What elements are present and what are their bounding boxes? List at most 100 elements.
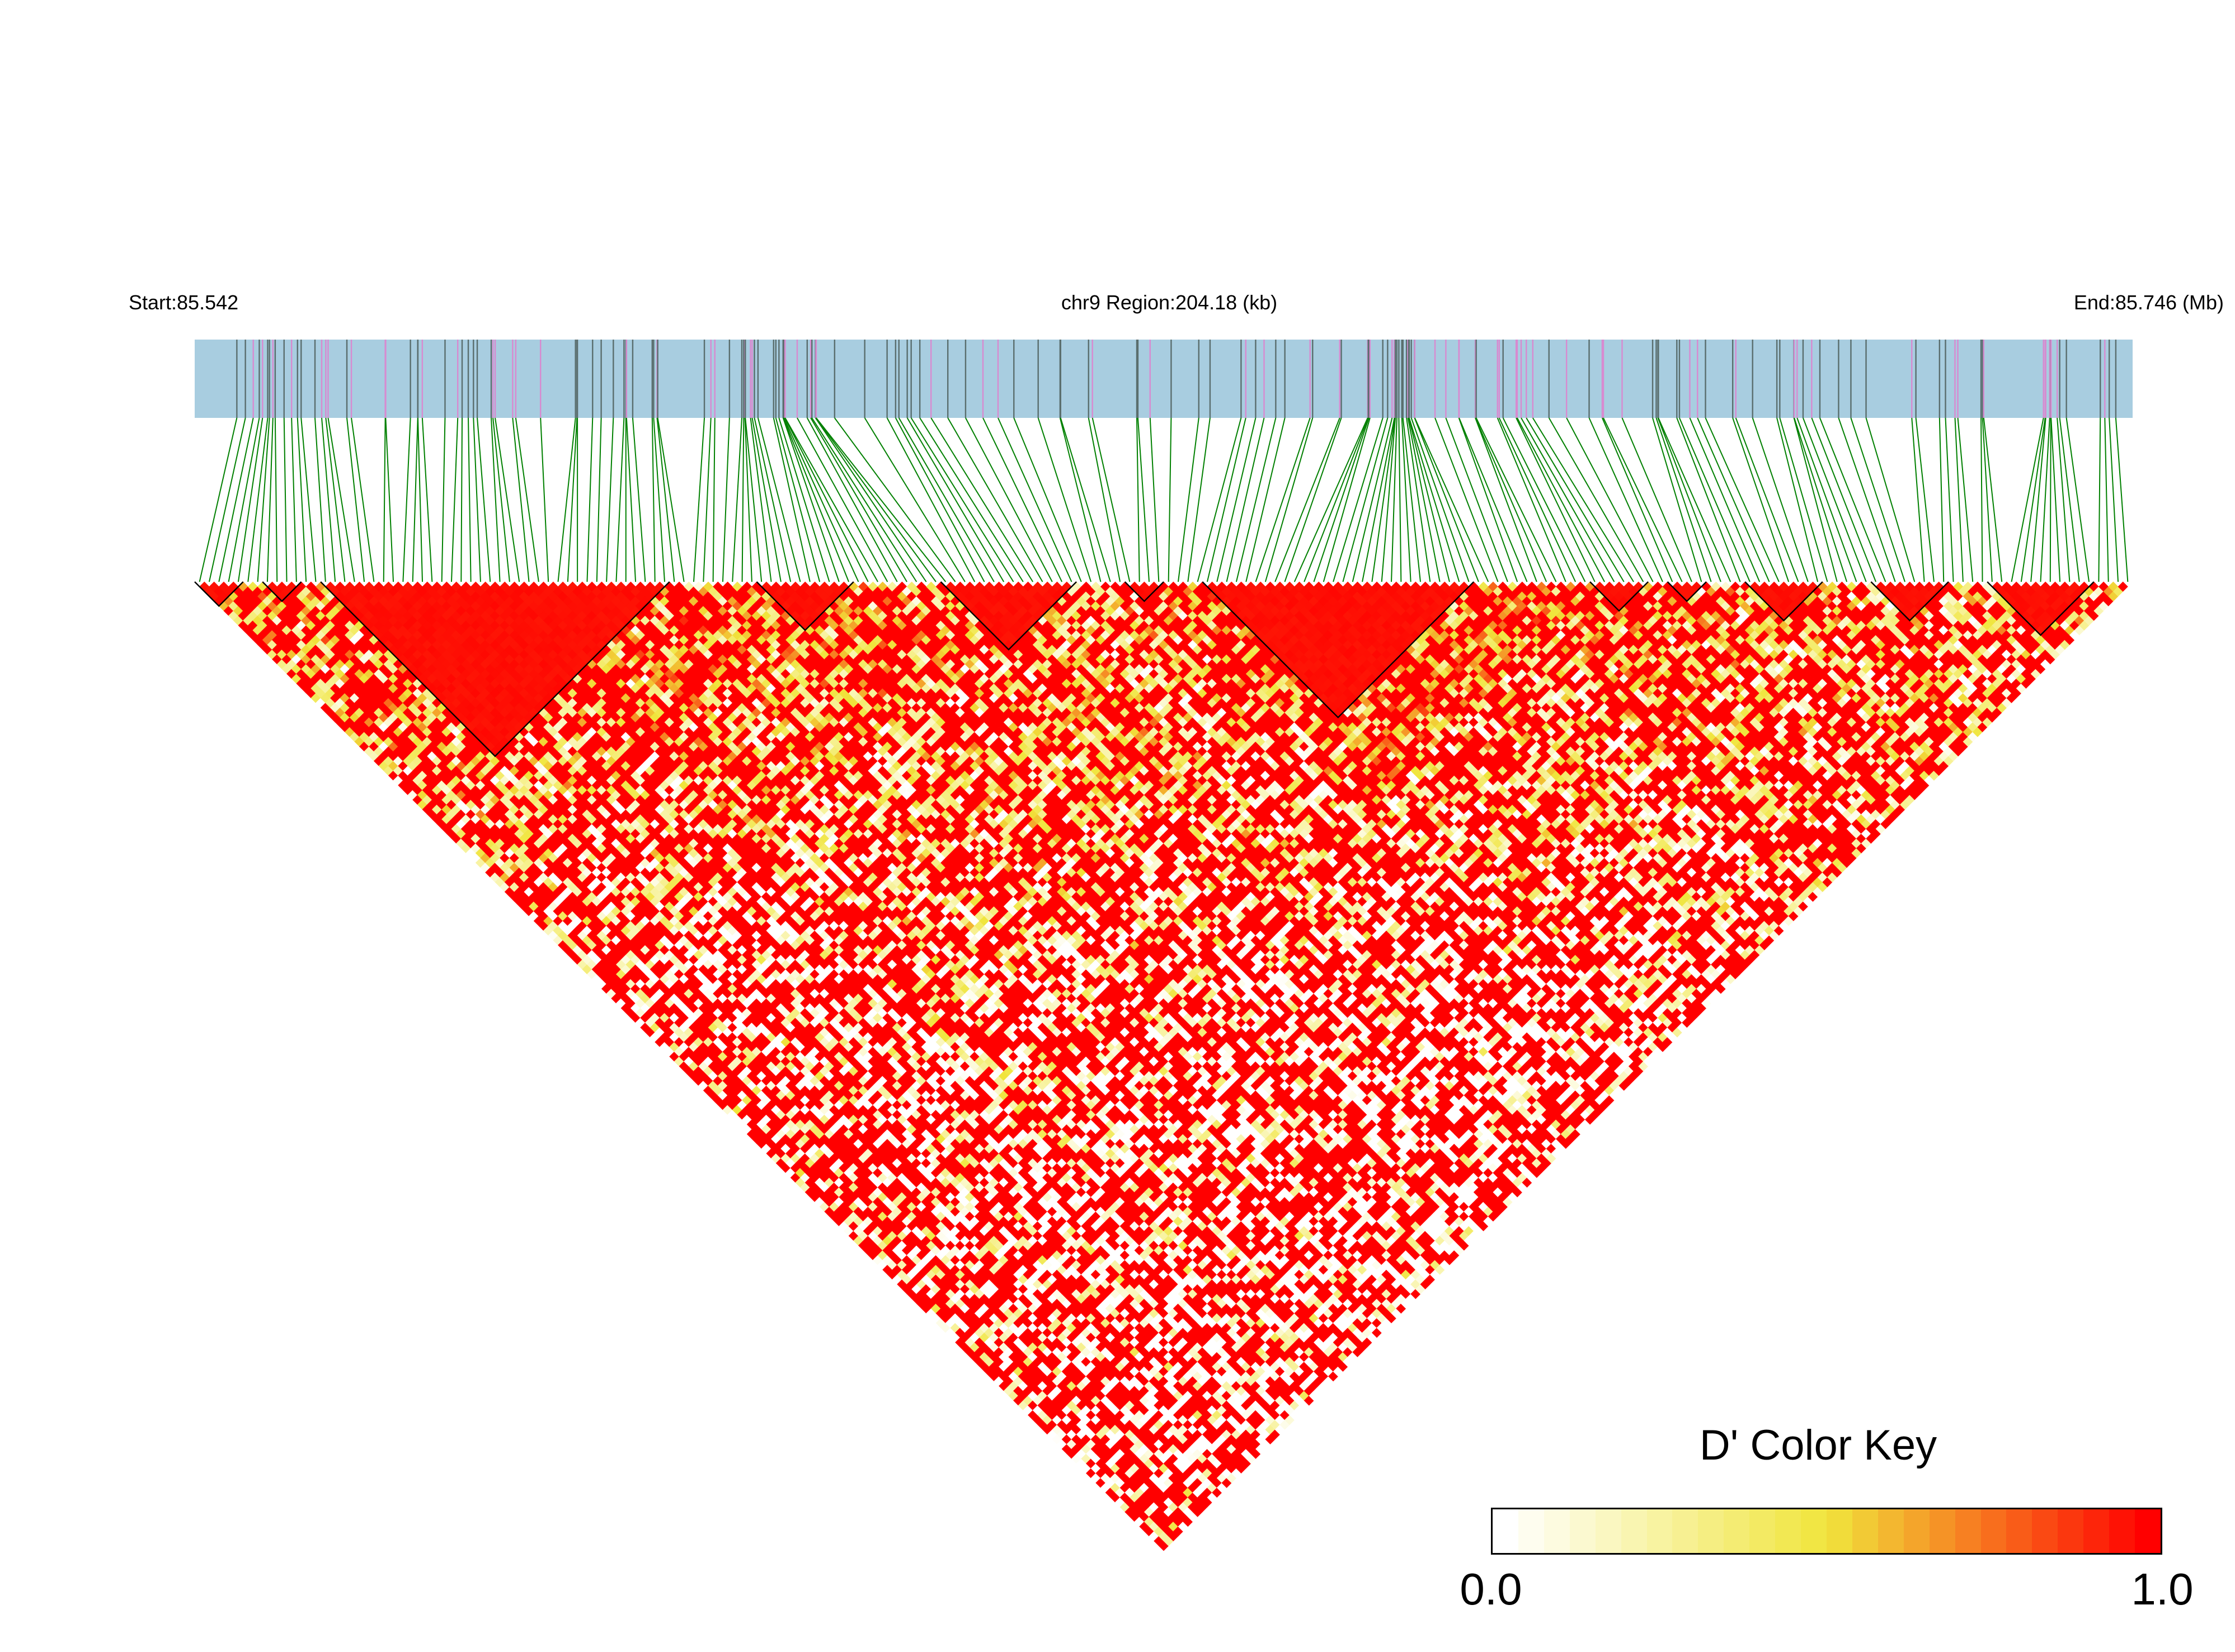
snp-connector-line — [742, 418, 744, 582]
snp-connector-line — [1227, 418, 1264, 582]
snp-connector-line — [703, 418, 711, 582]
snp-connector-line — [1690, 418, 1760, 582]
snp-connector-line — [1236, 418, 1276, 582]
snp-connector-line — [597, 418, 601, 582]
snp-connector-line — [1958, 418, 1973, 582]
snp-connector-line — [1150, 418, 1159, 582]
snp-connector-line — [1169, 418, 1171, 582]
snp-connector-line — [1679, 418, 1750, 582]
snp-connector-line — [284, 418, 287, 582]
snp-connector-line — [1820, 418, 1885, 582]
snp-connector-line — [451, 418, 458, 582]
snp-connector-line — [1777, 418, 1818, 582]
snp-connector-line — [461, 418, 462, 582]
snp-connector-line — [811, 418, 907, 582]
snp-connector-lines — [200, 418, 2128, 582]
snp-connector-line — [2098, 418, 2100, 582]
snp-connector-line — [1866, 418, 1915, 582]
snp-connector-line — [1981, 418, 1983, 582]
snp-connector-line — [1089, 418, 1120, 582]
snp-connector-line — [1803, 418, 1866, 582]
snp-connector-line — [732, 418, 742, 582]
snp-connector-line — [1217, 418, 1255, 582]
snp-connector-line — [1955, 418, 1963, 582]
snp-connector-line — [347, 418, 364, 582]
snp-connector-line — [1362, 418, 1394, 582]
snp-connector-line — [512, 418, 529, 582]
snp-connector-line — [1794, 418, 1837, 582]
snp-connector-line — [1602, 418, 1672, 582]
snp-connector-line — [516, 418, 539, 582]
snp-connector-line — [351, 418, 374, 582]
snp-connector-line — [1409, 418, 1450, 582]
ld-triangle-cells — [200, 582, 2128, 1551]
snp-connector-line — [1603, 418, 1682, 582]
snp-connector-line — [606, 418, 613, 582]
snp-connector-line — [403, 418, 410, 582]
snp-connector-line — [1343, 418, 1387, 582]
snp-connector-line — [587, 418, 592, 582]
snp-connector-line — [1399, 418, 1401, 582]
snp-connector-line — [713, 418, 715, 582]
snp-connector-line — [694, 418, 704, 582]
snp-connector-line — [1656, 418, 1711, 582]
snp-connector-line — [442, 418, 445, 582]
snp-connector-line — [418, 418, 422, 582]
snp-connector-line — [1946, 418, 1954, 582]
snp-connector-line — [468, 418, 471, 582]
snp-connector-line — [1061, 418, 1111, 582]
snp-connector-line — [298, 418, 306, 582]
snp-connector-line — [2109, 418, 2118, 582]
snp-connector-line — [1658, 418, 1720, 582]
snp-connector-line — [301, 418, 316, 582]
snp-connector-line — [209, 418, 246, 582]
snp-connector-line — [1285, 418, 1342, 582]
snp-connector-line — [1188, 418, 1210, 582]
snp-connector-line — [1391, 418, 1397, 582]
snp-connector-line — [1060, 418, 1101, 582]
snp-connector-line — [1198, 418, 1241, 582]
snp-connector-line — [219, 418, 253, 582]
snp-connector-line — [1940, 418, 1944, 582]
snp-connector-line — [1851, 418, 1905, 582]
snp-connector-line — [1256, 418, 1310, 582]
snp-connector-line — [865, 418, 965, 582]
snp-connector-line — [1207, 418, 1246, 582]
snp-connector-line — [1983, 418, 1992, 582]
snp-connector-line — [540, 418, 548, 582]
snp-connector-line — [1706, 418, 1779, 582]
snp-connector-line — [1517, 418, 1605, 582]
snp-connector-line — [2050, 418, 2051, 582]
snp-connector-line — [275, 418, 277, 582]
snp-connector-line — [1811, 418, 1876, 582]
snp-connector-line — [229, 418, 260, 582]
snp-connector-line — [907, 418, 1004, 582]
snp-connector-line — [1622, 418, 1691, 582]
snp-connector-line — [723, 418, 730, 582]
snp-connector-line — [1984, 418, 2002, 582]
snp-connector-line — [754, 418, 791, 582]
snp-connector-line — [291, 418, 297, 582]
snp-connector-line — [745, 418, 752, 582]
snp-connector-line — [1178, 418, 1199, 582]
snp-track-background — [195, 340, 2133, 418]
snp-connector-line — [1912, 418, 1924, 582]
snp-connector-line — [816, 418, 936, 582]
snp-connector-line — [1402, 418, 1411, 582]
snp-connector-line — [1736, 418, 1799, 582]
snp-position-track — [195, 340, 2133, 418]
snp-connector-line — [783, 418, 849, 582]
snp-connector-line — [384, 418, 385, 582]
snp-connector-line — [328, 418, 354, 582]
snp-connector-line — [1916, 418, 1934, 582]
snp-connector-line — [413, 418, 418, 582]
snp-connector-line — [1038, 418, 1091, 582]
snp-connector-line — [385, 418, 393, 582]
snp-connector-line — [1246, 418, 1284, 582]
snp-connector-line — [2105, 418, 2108, 582]
snp-connector-line — [1549, 418, 1644, 582]
snp-connector-line — [652, 418, 655, 582]
snp-connector-line — [752, 418, 781, 582]
snp-connector-line — [1411, 418, 1469, 582]
